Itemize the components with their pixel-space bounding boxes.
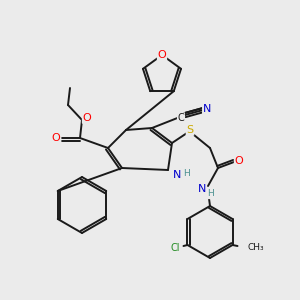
Text: O: O bbox=[235, 156, 243, 166]
Text: O: O bbox=[158, 50, 166, 60]
Text: O: O bbox=[82, 113, 91, 123]
Text: H: H bbox=[208, 190, 214, 199]
Text: N: N bbox=[203, 104, 211, 114]
Text: N: N bbox=[173, 170, 181, 180]
Text: N: N bbox=[198, 184, 206, 194]
Text: CH₃: CH₃ bbox=[248, 242, 264, 251]
Text: S: S bbox=[186, 125, 194, 135]
Text: H: H bbox=[183, 169, 189, 178]
Text: C: C bbox=[178, 113, 184, 123]
Text: O: O bbox=[52, 133, 60, 143]
Text: Cl: Cl bbox=[171, 243, 180, 253]
